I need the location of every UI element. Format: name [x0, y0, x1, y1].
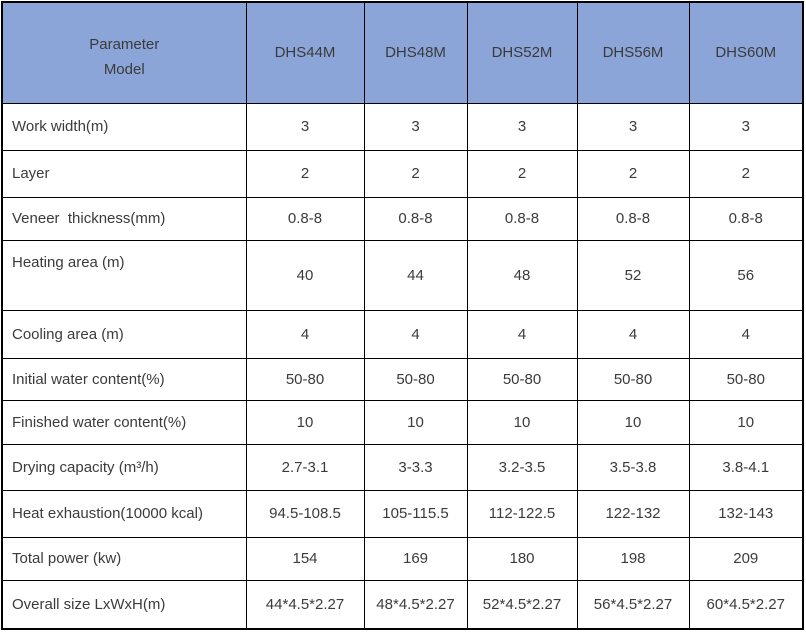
value-cell: 4 [466, 309, 578, 359]
value-cell: 3 [466, 102, 578, 151]
value-cell: 198 [576, 536, 690, 581]
value-cell: 4 [576, 309, 690, 359]
value-cell: 2 [576, 149, 690, 198]
value-cell: 105-115.5 [363, 489, 468, 538]
row-label-cell: Initial water content(%) [1, 357, 247, 401]
table-row: Overall size LxWxH(m) 44*4.5*2.27 48*4.5*2… [1, 579, 804, 630]
row-label-cell: Drying capacity (m³/h) [1, 443, 247, 491]
table-row: Drying capacity (m³/h) 2.7-3.1 3-3.3 3.2-3.… [1, 443, 804, 491]
value-cell: 3 [688, 102, 804, 151]
value-cell: 56*4.5*2.27 [576, 579, 690, 630]
model-header-cell: DHS48M [363, 1, 468, 104]
row-label-cell: Heating area (m) [1, 239, 247, 311]
table-row: Veneer thickness(mm) 0.8-8 0.8-8 0.8-8 0.8-8… [1, 196, 804, 241]
value-cell: 180 [466, 536, 578, 581]
table-row: Layer 2 2 2 2 2 [1, 149, 804, 198]
row-label-cell: Finished water content(%) [1, 399, 247, 445]
value-cell: 209 [688, 536, 804, 581]
value-cell: 0.8-8 [576, 196, 690, 241]
value-cell: 0.8-8 [466, 196, 578, 241]
value-cell: 3 [576, 102, 690, 151]
value-cell: 3 [245, 102, 365, 151]
value-cell: 3.5-3.8 [576, 443, 690, 491]
value-cell: 10 [245, 399, 365, 445]
value-cell: 3.2-3.5 [466, 443, 578, 491]
model-header-cell: DHS44M [245, 1, 365, 104]
row-label-cell: Overall size LxWxH(m) [1, 579, 247, 630]
value-cell: 0.8-8 [363, 196, 468, 241]
corner-header-parameter-label: Parameter [89, 35, 160, 53]
row-label-cell: Layer [1, 149, 247, 198]
table-row: Heating area (m) 40 44 48 52 56 [1, 239, 804, 311]
value-cell: 48*4.5*2.27 [363, 579, 468, 630]
table-row: Finished water content(%) 10 10 10 10 10 [1, 399, 804, 445]
table-body: Work width(m) 3 3 3 3 3 Layer 2 2 2 2 2 Veneer thick… [1, 102, 804, 630]
value-cell: 40 [245, 239, 365, 311]
value-cell: 3 [363, 102, 468, 151]
row-label-cell: Cooling area (m) [1, 309, 247, 359]
header-row: Parameter Model DHS44M DHS48M DHS52M DHS56M… [1, 1, 804, 104]
value-cell: 52 [576, 239, 690, 311]
corner-header-cell: Parameter Model [1, 1, 247, 104]
value-cell: 154 [245, 536, 365, 581]
value-cell: 44*4.5*2.27 [245, 579, 365, 630]
value-cell: 112-122.5 [466, 489, 578, 538]
value-cell: 2 [363, 149, 468, 198]
table-row: Total power (kw) 154 169 180 198 209 [1, 536, 804, 581]
value-cell: 10 [576, 399, 690, 445]
row-label-cell: Heat exhaustion(10000 kcal) [1, 489, 247, 538]
value-cell: 44 [363, 239, 468, 311]
table-row: Cooling area (m) 4 4 4 4 4 [1, 309, 804, 359]
value-cell: 2 [688, 149, 804, 198]
model-header-cell: DHS60M [688, 1, 804, 104]
value-cell: 122-132 [576, 489, 690, 538]
value-cell: 52*4.5*2.27 [466, 579, 578, 630]
value-cell: 132-143 [688, 489, 804, 538]
value-cell: 4 [245, 309, 365, 359]
row-label-cell: Work width(m) [1, 102, 247, 151]
corner-header-model-label: Model [103, 60, 145, 78]
table-row: Work width(m) 3 3 3 3 3 [1, 102, 804, 151]
value-cell: 2 [245, 149, 365, 198]
value-cell: 3-3.3 [363, 443, 468, 491]
model-header-cell: DHS56M [576, 1, 690, 104]
value-cell: 56 [688, 239, 804, 311]
value-cell: 50-80 [245, 357, 365, 401]
table-row: Initial water content(%) 50-80 50-80 50-80 5… [1, 357, 804, 401]
value-cell: 0.8-8 [245, 196, 365, 241]
value-cell: 3.8-4.1 [688, 443, 804, 491]
value-cell: 4 [363, 309, 468, 359]
value-cell: 50-80 [576, 357, 690, 401]
value-cell: 4 [688, 309, 804, 359]
value-cell: 169 [363, 536, 468, 581]
value-cell: 2.7-3.1 [245, 443, 365, 491]
value-cell: 50-80 [363, 357, 468, 401]
value-cell: 50-80 [466, 357, 578, 401]
row-label-cell: Total power (kw) [1, 536, 247, 581]
table-row: Heat exhaustion(10000 kcal) 94.5-108.5 105… [1, 489, 804, 538]
value-cell: 10 [688, 399, 804, 445]
model-header-cell: DHS52M [466, 1, 578, 104]
value-cell: 10 [466, 399, 578, 445]
value-cell: 0.8-8 [688, 196, 804, 241]
row-label-cell: Veneer thickness(mm) [1, 196, 247, 241]
value-cell: 48 [466, 239, 578, 311]
value-cell: 2 [466, 149, 578, 198]
value-cell: 60*4.5*2.27 [688, 579, 804, 630]
value-cell: 50-80 [688, 357, 804, 401]
value-cell: 10 [363, 399, 468, 445]
value-cell: 94.5-108.5 [245, 489, 365, 538]
